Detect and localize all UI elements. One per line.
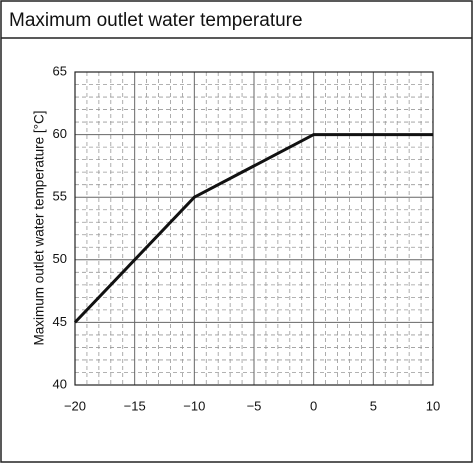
x-tick-label: −10 bbox=[183, 398, 205, 413]
y-tick-label: 40 bbox=[53, 376, 67, 391]
y-tick-label: 60 bbox=[53, 126, 67, 141]
y-axis-label: Maximum outlet water temperature [°C] bbox=[32, 111, 47, 346]
x-tick-label: 0 bbox=[310, 398, 317, 413]
x-tick-label: −20 bbox=[64, 398, 86, 413]
y-tick-label: 55 bbox=[53, 189, 67, 204]
data-line bbox=[73, 133, 433, 324]
plot-border bbox=[74, 71, 434, 386]
x-tick-label: 10 bbox=[426, 398, 440, 413]
y-tick-label: 45 bbox=[53, 314, 67, 329]
chart-title: Maximum outlet water temperature bbox=[9, 10, 303, 31]
x-tick-label: 5 bbox=[370, 398, 377, 413]
y-tick-label: 65 bbox=[53, 63, 67, 78]
x-tick-label: −15 bbox=[124, 398, 146, 413]
y-tick-label: 50 bbox=[53, 251, 67, 266]
x-tick-label: −5 bbox=[247, 398, 262, 413]
